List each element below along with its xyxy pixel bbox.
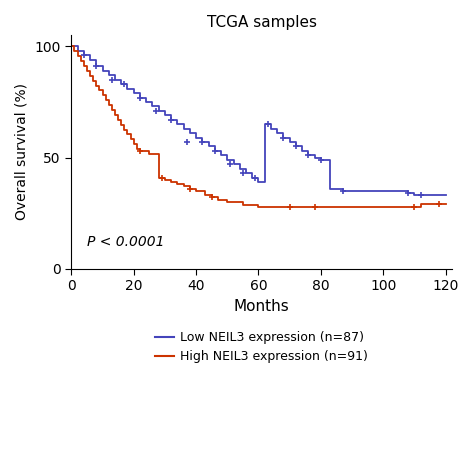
X-axis label: Months: Months <box>234 299 290 314</box>
Title: TCGA samples: TCGA samples <box>207 15 317 30</box>
Y-axis label: Overall survival (%): Overall survival (%) <box>15 83 29 220</box>
Legend: Low NEIL3 expression (n=87), High NEIL3 expression (n=91): Low NEIL3 expression (n=87), High NEIL3 … <box>150 326 373 368</box>
Text: P < 0.0001: P < 0.0001 <box>87 236 164 249</box>
